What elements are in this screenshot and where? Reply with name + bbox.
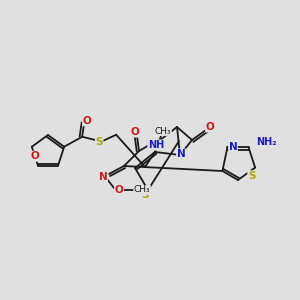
Text: O: O [83,116,92,126]
Text: S: S [141,190,149,200]
Text: NH₂: NH₂ [256,137,277,147]
Text: O: O [130,127,140,137]
Text: O: O [115,185,123,195]
Text: N: N [99,172,107,182]
Text: N: N [177,149,185,159]
Text: S: S [248,171,255,181]
Text: O: O [31,151,39,161]
Text: CH₃: CH₃ [155,127,171,136]
Text: CH₃: CH₃ [134,185,150,194]
Text: N: N [229,142,237,152]
Text: O: O [206,122,214,132]
Text: NH: NH [148,140,164,150]
Text: S: S [95,137,103,147]
